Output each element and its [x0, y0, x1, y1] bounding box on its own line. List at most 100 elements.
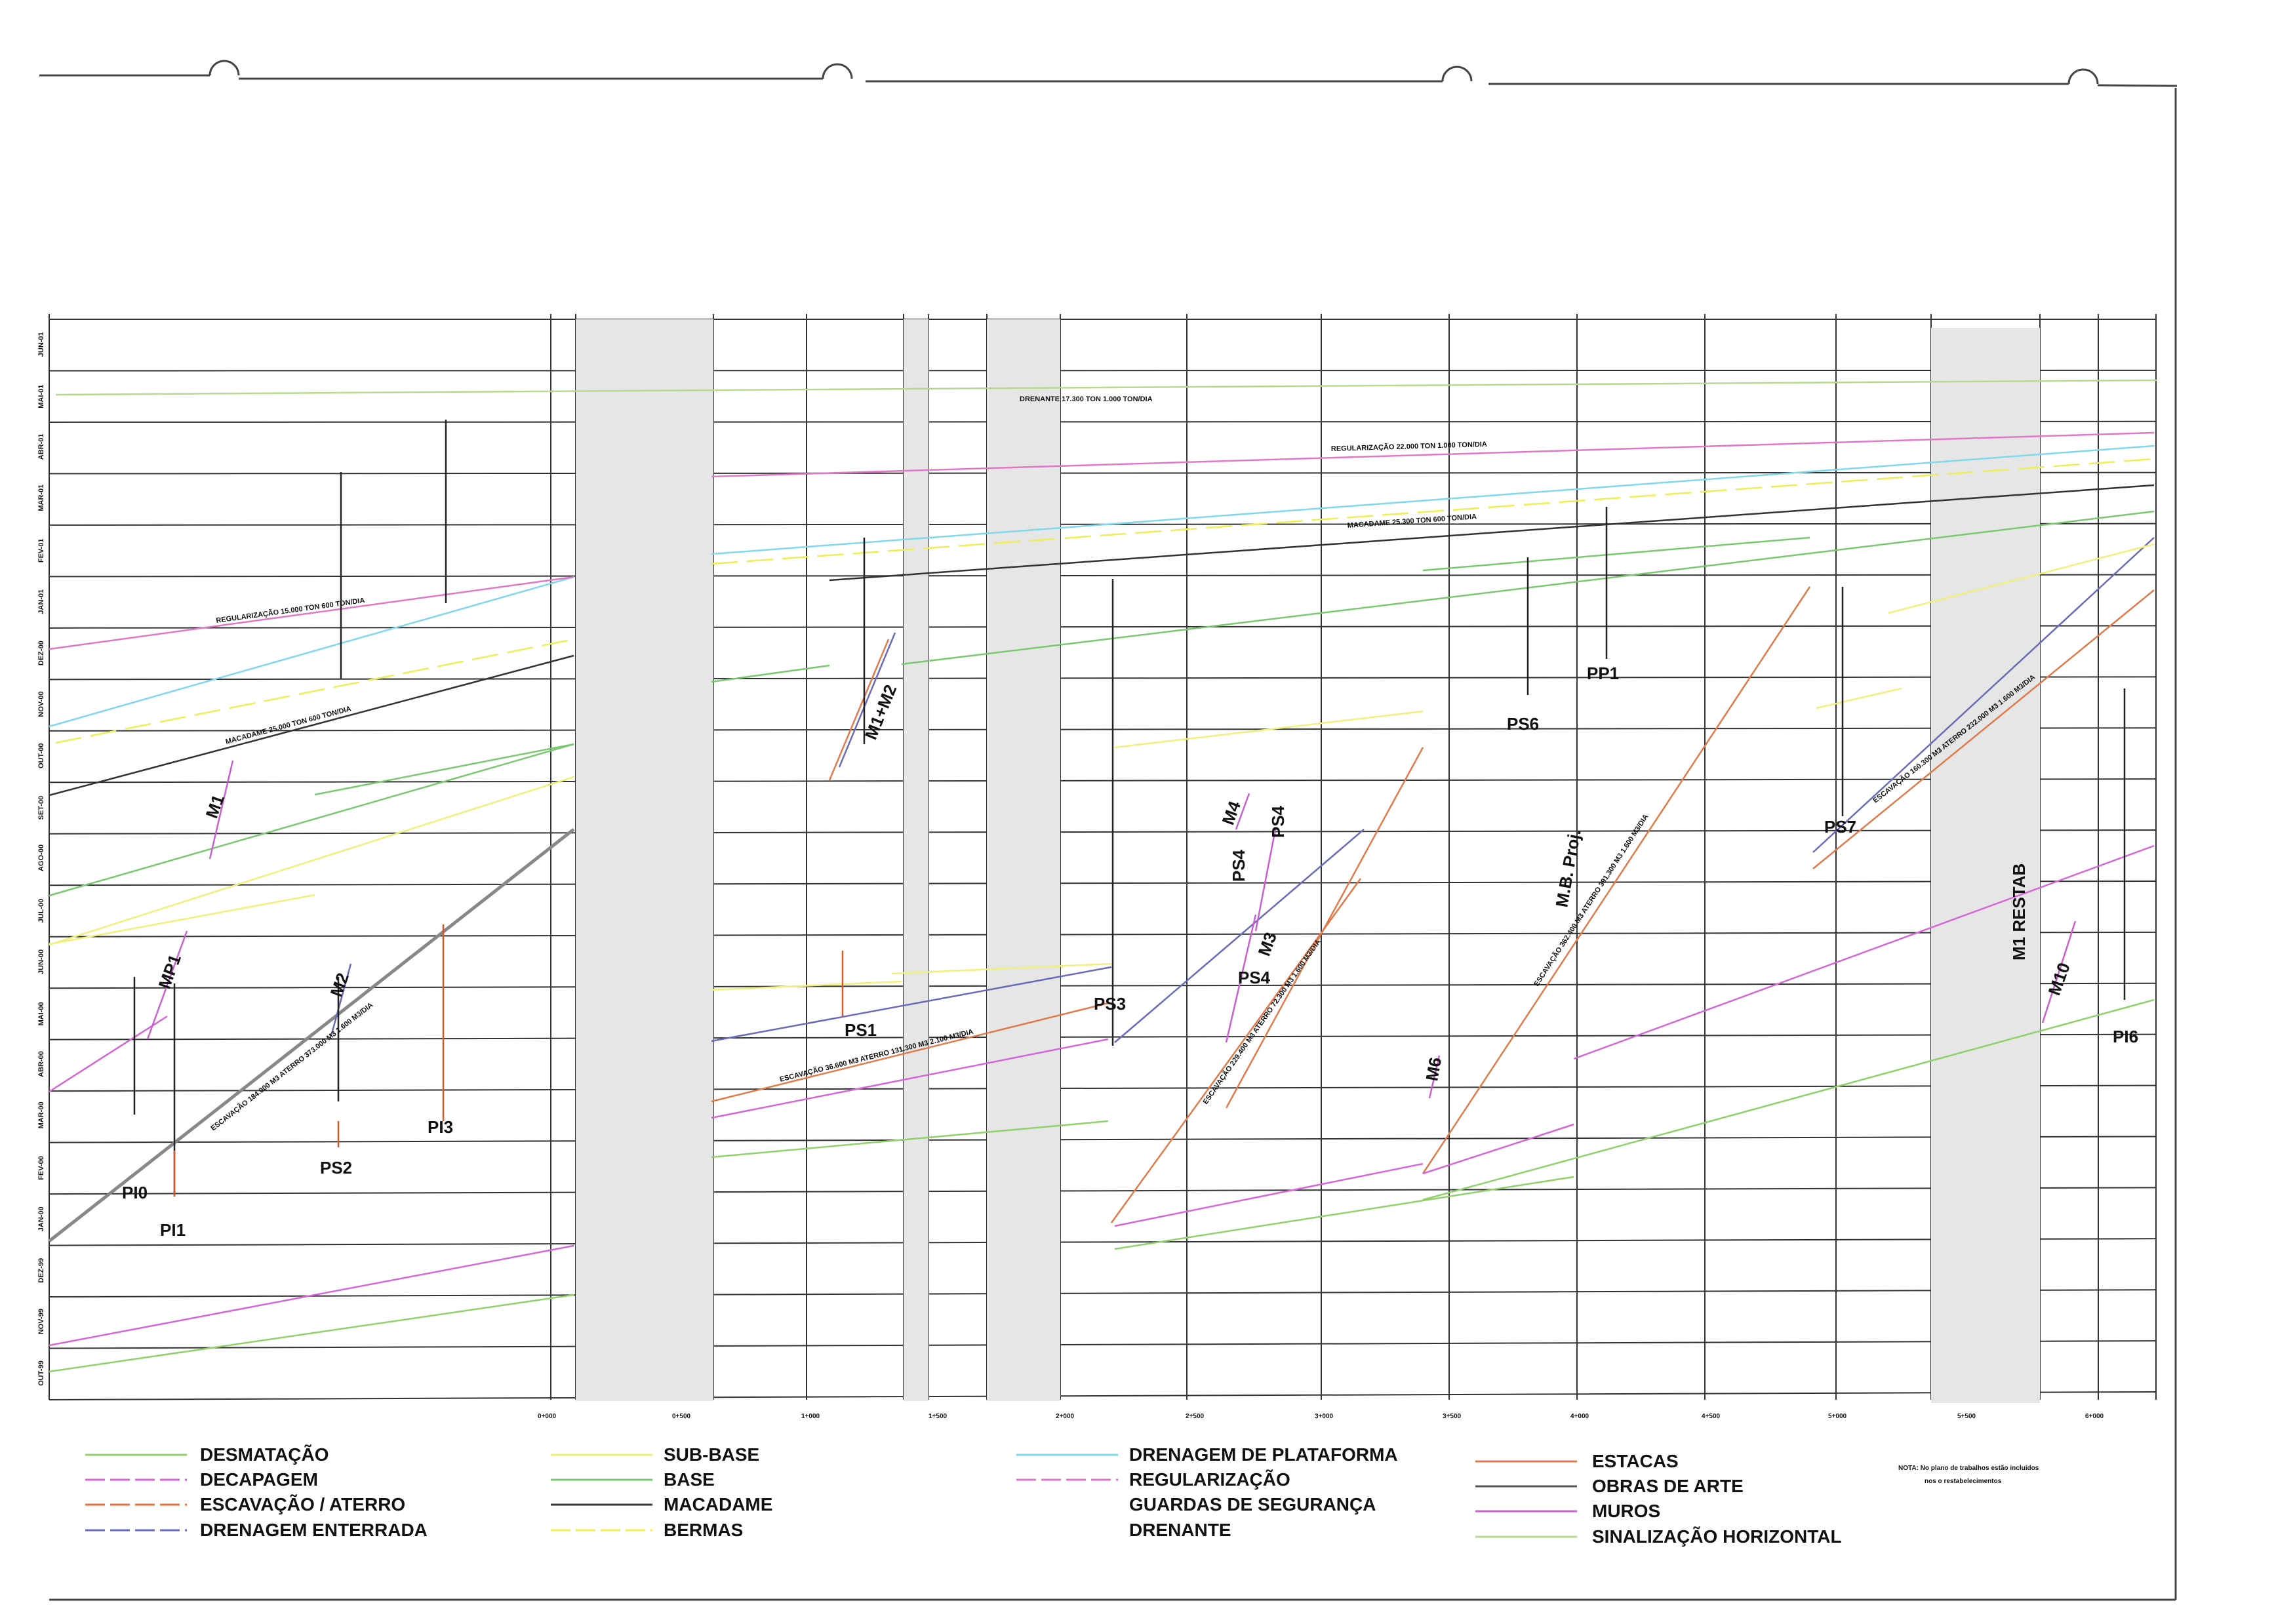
grid-row-line — [49, 574, 2157, 578]
grid-row-line — [49, 1238, 2157, 1246]
escavacao-line-2 — [711, 1002, 1109, 1103]
marker-ps7: PS7 — [1824, 817, 1856, 837]
drenagem-line-center — [711, 966, 1112, 1042]
escavacao-line-3 — [1110, 878, 1362, 1223]
grid-row-line — [49, 1340, 2157, 1349]
chainage-tick-label: 1+000 — [801, 1413, 820, 1420]
m1m2-line-b — [838, 632, 896, 768]
mp1-line — [146, 930, 188, 1040]
regularizacao-line-right — [711, 431, 2155, 478]
decapagem-line-right — [1114, 1162, 1424, 1227]
grid-row-line — [49, 369, 2157, 372]
sub-base-line-center — [711, 980, 902, 991]
grid-row-line — [49, 931, 2157, 938]
note-line-2: nos o restabelecimentos — [1925, 1478, 2002, 1485]
month-tick-label: MAI-00 — [37, 1002, 45, 1025]
page-frame — [49, 88, 2177, 1601]
chainage-axis: 0+000 0+500 1+000 1+500 2+000 2+500 3+000 3+500… — [538, 1413, 2104, 1420]
m3-line — [1225, 914, 1257, 1043]
legend-label-drenagem_enterrada: DRENAGEM ENTERRADA — [200, 1520, 428, 1540]
m4-line — [1235, 793, 1250, 830]
month-tick-label: MAI-01 — [37, 385, 45, 408]
marker-m1restab: M1 RESTAB — [2009, 863, 2029, 961]
m2-line — [330, 963, 352, 1037]
month-tick-label: JUN-00 — [37, 949, 45, 974]
base-line-left — [49, 743, 574, 897]
legend-label-sub_base: SUB-BASE — [664, 1444, 759, 1465]
legend-label-drenante: DRENANTE — [1129, 1520, 1231, 1540]
month-tick-label: NOV-99 — [37, 1309, 45, 1334]
marker-pp1: PP1 — [1587, 663, 1619, 683]
marker-stems — [133, 420, 2126, 1197]
marker-ps2: PS2 — [320, 1158, 352, 1178]
grid-row-line — [49, 727, 2157, 732]
grid-row-line — [49, 778, 2157, 783]
month-axis: JUN-01 MAI-01 ABR-01 MAR-01 FEV-01 JAN-01 DEZ-… — [37, 332, 45, 1385]
m1-line — [209, 760, 234, 860]
m6-line — [1428, 1055, 1441, 1099]
chainage-tick-label: 3+000 — [1315, 1413, 1334, 1420]
decapagem-line-right-2 — [1422, 1123, 1574, 1175]
marker-m6: M6 — [1422, 1056, 1445, 1082]
month-tick-label: JAN-01 — [37, 589, 45, 614]
decapagem-line-left — [49, 1244, 574, 1347]
desmatacao-line-left — [49, 1294, 574, 1373]
month-tick-label: JAN-00 — [37, 1206, 45, 1231]
base-line-center — [711, 664, 830, 683]
legend-label-estacas: ESTACAS — [1592, 1451, 1679, 1471]
month-tick-label: ABR-00 — [37, 1051, 45, 1077]
legend-label-muros: MUROS — [1592, 1501, 1660, 1521]
decapagem-line-mid — [49, 1015, 168, 1093]
grid-row-line — [49, 625, 2157, 629]
hatched-zone — [1931, 328, 2040, 1403]
sub-base-line-short — [49, 894, 315, 945]
legend: DESMATAÇÃO DECAPAGEM ESCAVAÇÃO / ATERRO DRE… — [85, 1444, 1842, 1547]
month-tick-label: AGO-00 — [37, 844, 45, 871]
chainage-tick-label: 1+500 — [928, 1413, 948, 1420]
month-tick-label: NOV-00 — [37, 691, 45, 717]
grid-row-line — [49, 1033, 2157, 1040]
escavacao-line-5 — [1812, 589, 2155, 869]
month-tick-label: OUT-00 — [37, 743, 45, 769]
chainage-tick-label: 2+000 — [1056, 1413, 1075, 1420]
month-tick-label: MAR-01 — [37, 485, 45, 511]
macadame-line-left — [49, 654, 574, 797]
marker-pi1: PI1 — [160, 1220, 186, 1240]
grid-row-line — [49, 676, 2157, 681]
month-tick-label: JUN-01 — [37, 332, 45, 357]
drenante-label: DRENANTE 17.300 TON 1.000 TON/DIA — [1020, 395, 1153, 403]
sub-base-line-right-2 — [1816, 687, 1902, 709]
drenagem-plataforma-line-left — [49, 576, 574, 728]
base-line-short — [314, 743, 574, 796]
hatched-zone — [987, 319, 1060, 1401]
hatched-zones — [576, 319, 2040, 1403]
m1m2-line — [828, 639, 890, 781]
escavacao-line-5b — [1812, 537, 2155, 853]
month-tick-label: FEV-00 — [37, 1156, 45, 1180]
regularizacao-line-left — [49, 576, 574, 650]
chainage-tick-label: 0+000 — [538, 1413, 557, 1420]
marker-ps6: PS6 — [1507, 714, 1539, 734]
chainage-tick-label: 5+500 — [1957, 1413, 1976, 1420]
sub-base-line-right — [1114, 710, 1424, 749]
sub-base-line-center-2 — [891, 962, 1112, 975]
legend-label-obras_de_arte: OBRAS DE ARTE — [1592, 1476, 1744, 1496]
bermas-line-left — [55, 638, 574, 744]
marker-ps3: PS3 — [1094, 994, 1126, 1014]
escavacao-line-3b — [1225, 747, 1424, 1109]
escavacao-line-4 — [1422, 586, 1811, 1174]
marker-pi3: PI3 — [428, 1117, 453, 1137]
month-tick-label: DEZ-99 — [37, 1258, 45, 1283]
drenagem-plataforma-line-right — [711, 445, 2155, 555]
chainage-tick-label: 4+000 — [1570, 1413, 1589, 1420]
month-tick-label: JUL-00 — [37, 899, 45, 923]
ps4-line — [1254, 829, 1277, 932]
grid-row-line — [49, 1084, 2157, 1092]
legend-label-desmatacao: DESMATAÇÃO — [200, 1444, 329, 1465]
activity-lines — [48, 379, 2158, 1373]
legend-label-bermas: BERMAS — [664, 1520, 743, 1540]
sub-base-line-left — [49, 776, 574, 946]
legend-label-regularizacao: REGULARIZAÇÃO — [1129, 1469, 1290, 1490]
drenagem-line-right — [1114, 829, 1365, 1043]
